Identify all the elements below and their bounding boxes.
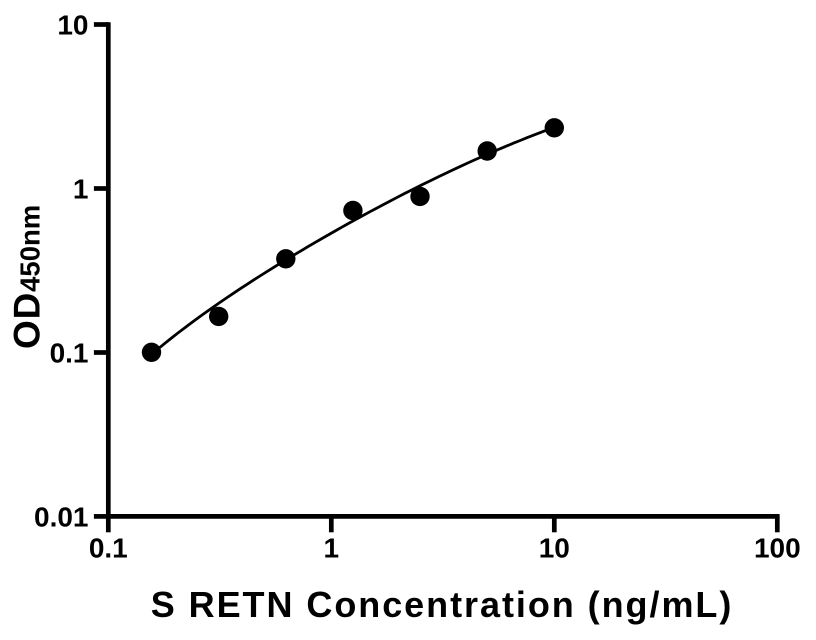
svg-text:10: 10 (57, 10, 88, 41)
svg-text:0.1: 0.1 (50, 338, 89, 369)
svg-text:1: 1 (73, 174, 89, 205)
svg-text:100: 100 (754, 533, 801, 564)
svg-text:0.01: 0.01 (34, 502, 89, 533)
svg-text:1: 1 (324, 533, 340, 564)
svg-text:0.1: 0.1 (89, 533, 128, 564)
svg-text:10: 10 (539, 533, 570, 564)
svg-text:S RETN Concentration (ng/mL): S RETN Concentration (ng/mL) (151, 584, 734, 625)
